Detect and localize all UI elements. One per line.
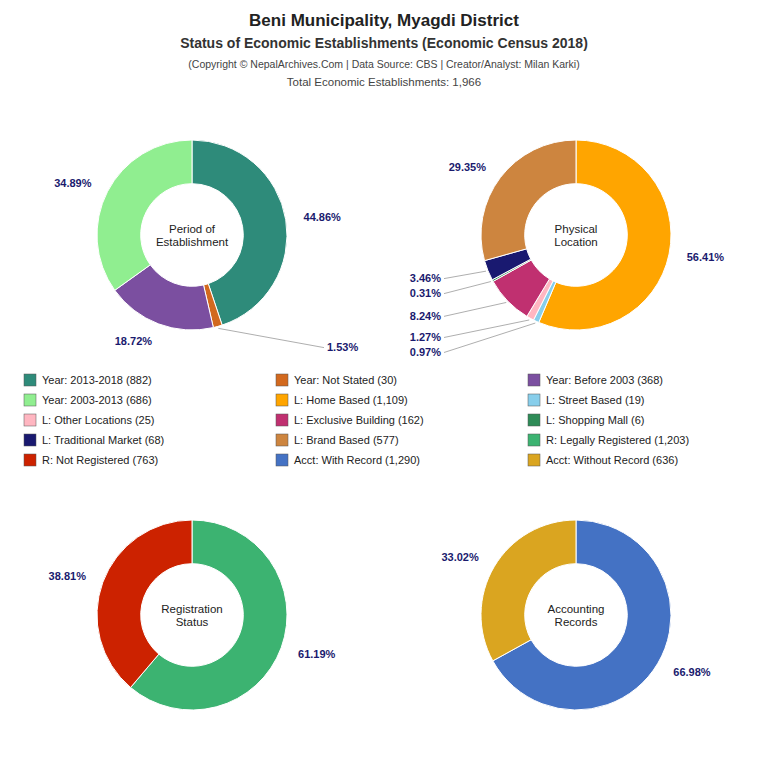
legend-label: L: Other Locations (25)	[42, 414, 155, 426]
legend-label: R: Not Registered (763)	[42, 454, 158, 466]
legend-label: Year: 2003-2013 (686)	[42, 394, 152, 406]
legend-label: Year: Not Stated (30)	[294, 374, 397, 386]
data-label: 61.19%	[298, 648, 336, 660]
slices	[97, 140, 287, 330]
legend-swatch	[276, 454, 288, 466]
data-label: 66.98%	[673, 666, 711, 678]
legend-label: L: Traditional Market (68)	[42, 434, 164, 446]
legend-label: Year: 2013-2018 (882)	[42, 374, 152, 386]
data-label: 18.72%	[115, 335, 153, 347]
leader-line	[444, 271, 486, 278]
legend-item: L: Brand Based (577)	[276, 434, 399, 446]
data-label: 56.41%	[687, 251, 725, 263]
legend-item: L: Street Based (19)	[528, 394, 644, 406]
legend-swatch	[24, 454, 36, 466]
donut-chart: RegistrationStatus 61.19% 38.81%	[49, 520, 336, 710]
center-label-line: Period of	[169, 223, 216, 235]
legend-swatch	[528, 454, 540, 466]
data-label: 3.46%	[410, 272, 441, 284]
data-label: 8.24%	[410, 310, 441, 322]
annotation: Total Economic Establishments: 1,966	[287, 76, 481, 88]
legend-label: Acct: Without Record (636)	[546, 454, 678, 466]
legend-label: Acct: With Record (1,290)	[294, 454, 420, 466]
legend-swatch	[528, 434, 540, 446]
annotation: (Copyright © NepalArchives.Com | Data So…	[188, 58, 579, 70]
legend-item: Year: Before 2003 (368)	[528, 374, 663, 386]
donut-chart: AccountingRecords 66.98% 33.02%	[441, 520, 710, 710]
data-labels: 44.86% 18.72% 34.89% 1.53%	[54, 177, 358, 353]
center-label-line: Status	[176, 616, 209, 628]
slices	[97, 520, 287, 710]
data-label: 34.89%	[54, 177, 92, 189]
legend-item: Year: 2013-2018 (882)	[24, 374, 152, 386]
data-labels: 61.19% 38.81%	[49, 570, 336, 660]
legend-swatch	[276, 434, 288, 446]
slices	[481, 140, 671, 330]
data-labels: 66.98% 33.02%	[441, 551, 710, 678]
legend-swatch	[24, 394, 36, 406]
legend-item: L: Traditional Market (68)	[24, 434, 164, 446]
legend-item: L: Other Locations (25)	[24, 414, 155, 426]
legend-item: L: Shopping Mall (6)	[528, 414, 644, 426]
center-label-line: Registration	[161, 603, 222, 615]
legend-item: R: Not Registered (763)	[24, 454, 158, 466]
leader-line	[444, 302, 506, 316]
legend-label: L: Brand Based (577)	[294, 434, 399, 446]
data-labels: 56.41% 29.35% 3.46% 0.31% 8.24% 1.27% 0.97%	[410, 161, 724, 359]
center-label: AccountingRecords	[548, 603, 605, 628]
legend-label: L: Home Based (1,109)	[294, 394, 408, 406]
legend-item: Acct: Without Record (636)	[528, 454, 678, 466]
title: Beni Municipality, Myagdi District	[249, 11, 519, 30]
leader-line	[218, 328, 324, 347]
legend-swatch	[24, 374, 36, 386]
data-label: 0.31%	[410, 287, 441, 299]
legend-item: R: Legally Registered (1,203)	[528, 434, 689, 446]
center-label: RegistrationStatus	[161, 603, 222, 628]
legend-swatch	[276, 394, 288, 406]
legend-swatch	[24, 434, 36, 446]
data-label: 44.86%	[304, 211, 342, 223]
chart-svg: Beni Municipality, Myagdi District Status…	[0, 0, 768, 768]
donut-chart: Period ofEstablishment 44.86% 18.72% 34.89%…	[54, 140, 358, 353]
center-label-line: Records	[555, 616, 598, 628]
legend-item: Year: 2003-2013 (686)	[24, 394, 152, 406]
legend-item: Year: Not Stated (30)	[276, 374, 397, 386]
leader-line	[444, 323, 535, 352]
slices	[481, 520, 671, 710]
slice	[97, 140, 192, 290]
data-label: 33.02%	[441, 551, 479, 563]
legend-label: L: Street Based (19)	[546, 394, 644, 406]
center-label: Period ofEstablishment	[156, 223, 229, 248]
legend-swatch	[528, 394, 540, 406]
legend-item: L: Home Based (1,109)	[276, 394, 408, 406]
legend-swatch	[276, 374, 288, 386]
center-label-line: Accounting	[548, 603, 605, 615]
data-label: 38.81%	[49, 570, 87, 582]
legend-label: L: Exclusive Building (162)	[294, 414, 424, 426]
legend-label: Year: Before 2003 (368)	[546, 374, 663, 386]
legend-swatch	[24, 414, 36, 426]
legend: Year: 2013-2018 (882) Year: Not Stated (3…	[24, 374, 689, 466]
data-label: 1.53%	[327, 341, 358, 353]
center-label-line: Establishment	[156, 236, 229, 248]
data-label: 29.35%	[449, 161, 487, 173]
data-label: 0.97%	[410, 346, 441, 358]
legend-swatch	[528, 374, 540, 386]
donut-chart: PhysicalLocation 56.41% 29.35% 3.46% 0.31% 8.…	[410, 140, 724, 358]
leader-line	[444, 282, 491, 294]
legend-swatch	[276, 414, 288, 426]
center-label: PhysicalLocation	[554, 223, 597, 248]
legend-item: Acct: With Record (1,290)	[276, 454, 420, 466]
legend-label: L: Shopping Mall (6)	[546, 414, 644, 426]
legend-item: L: Exclusive Building (162)	[276, 414, 424, 426]
data-label: 1.27%	[410, 331, 441, 343]
legend-swatch	[528, 414, 540, 426]
subtitle: Status of Economic Establishments (Econo…	[180, 35, 588, 51]
slice	[481, 520, 576, 661]
center-label-line: Location	[554, 236, 597, 248]
center-label-line: Physical	[555, 223, 598, 235]
header: Beni Municipality, Myagdi District Status…	[180, 11, 588, 88]
legend-label: R: Legally Registered (1,203)	[546, 434, 689, 446]
